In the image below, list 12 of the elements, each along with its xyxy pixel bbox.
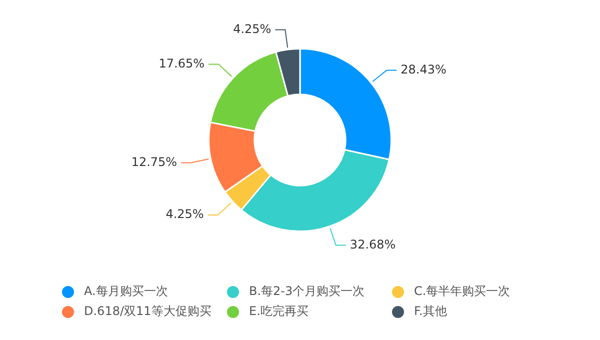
legend-label: A.每月购买一次 [84, 283, 168, 300]
data-label: 32.68% [350, 237, 396, 252]
data-label: 28.43% [400, 62, 446, 76]
legend-label: F.其他 [414, 303, 447, 320]
data-label: 12.75% [131, 154, 178, 169]
legend-label: B.每2-3个月购买一次 [249, 283, 365, 300]
data-label: 4.25% [233, 22, 272, 36]
data-label: 17.65% [158, 56, 205, 70]
legend-label: D.618/双11等大促购买 [84, 303, 212, 320]
legend-label: E.吃完再买 [249, 303, 308, 320]
legend-label: C.每半年购买一次 [414, 283, 510, 300]
data-label: 4.25% [166, 207, 204, 222]
